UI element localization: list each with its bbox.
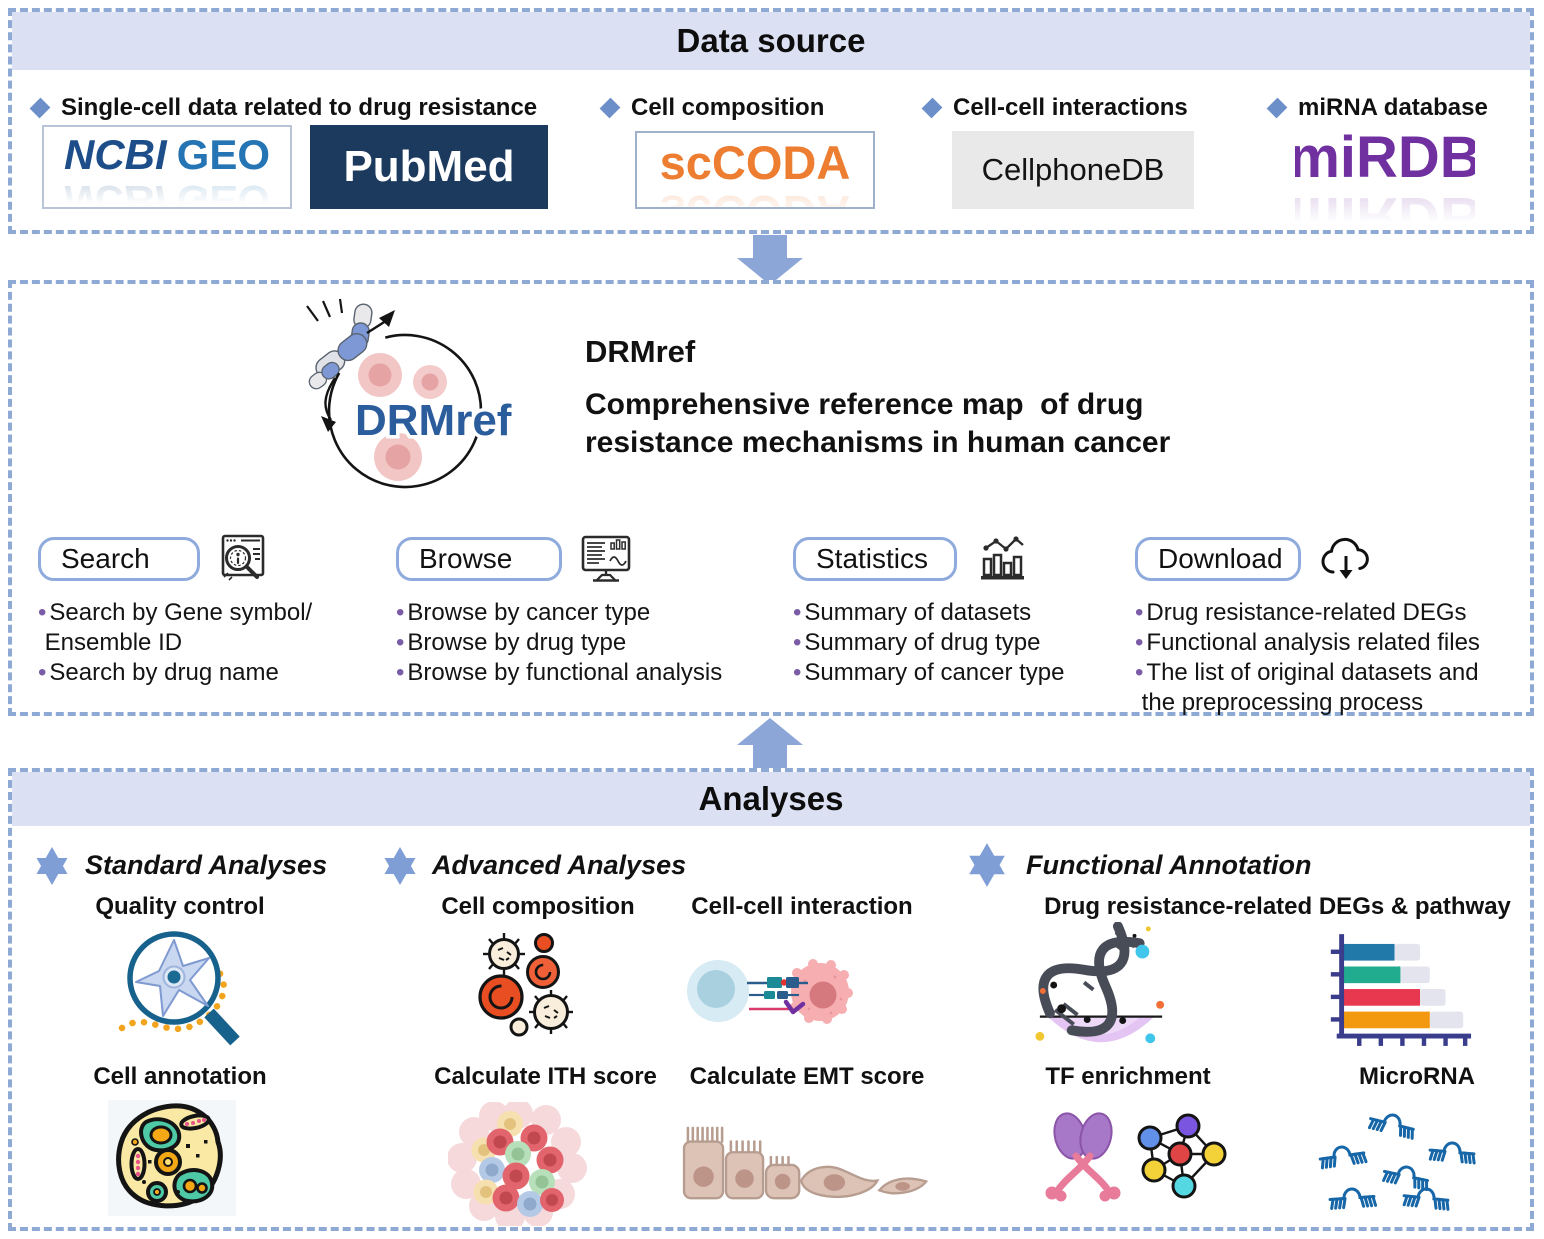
ncbi-geo-reflection: NCBI GEO [63,177,271,209]
standard-analyses-heading: Standard Analyses [85,850,328,880]
analyses-section: Analyses Standard Analyses Advanced Anal… [8,768,1534,1231]
list-item: Browse by cancer type [396,598,722,628]
browse-button[interactable]: Browse [396,537,562,581]
advanced-analyses-heading: Advanced Analyses [432,850,687,880]
list-item: The list of original datasets and the pr… [1135,658,1480,718]
microrna-hairpins-icon [1317,1108,1478,1211]
list-item: Browse by drug type [396,628,722,658]
module-statistics: Statistics Summary of datasets Summary o… [793,532,1065,688]
tumor-cells-icon [358,353,447,481]
database-description: Comprehensive reference map of drug resi… [585,388,1171,459]
cellphonedb-logo: CellphoneDB [952,131,1194,209]
diamond-icon [1266,97,1288,119]
functional-annotation-heading: Functional Annotation [1026,850,1312,880]
list-item: Summary of cancer type [793,658,1064,688]
degs-pathway-label: Drug resistance-related DEGs & pathway [1044,893,1511,920]
cell-composition-icon [478,933,573,1037]
ith-tumor-icon [448,1102,587,1226]
cell-cell-interaction-label: Cell-cell interaction [691,893,913,920]
cell-composition-label: Cell composition [441,893,635,920]
ncbi-geo-wordmark: NCBI GEO [63,131,271,178]
ncbi-geo-logo: NCBI GEO NCBI GEO [42,125,292,209]
list-item: Functional analysis related files [1135,628,1480,658]
module-download: Download Drug resistance-related DEGs Fu… [1135,532,1480,718]
logo-circle [327,333,483,489]
list-item: Drug resistance-related DEGs [1135,598,1480,628]
star-icon [36,847,68,885]
list-item: Search by Gene symbol/ Ensemble ID [38,598,313,658]
sccoda-logo: scCODA scCODA [635,131,875,209]
mirdb-logo: miRDB miRDB [1295,129,1475,229]
data-source-header: Data source [12,12,1530,70]
data-source-section: Data source Single-cell data related to … [8,8,1534,234]
pill-capsule-icon [308,303,373,390]
list-item: Browse by functional analysis [396,658,722,688]
ith-score-label: Calculate ITH score [434,1063,657,1090]
microrna-label: MicroRNA [1358,1063,1475,1090]
list-item: Summary of datasets [793,598,1065,628]
pubmed-logo: PubMed [310,125,548,209]
group-label-mirna-database: miRNA database [1266,94,1488,122]
tf-enrichment-icon [1045,1112,1227,1202]
emt-score-label: Calculate EMT score [689,1063,925,1090]
cell-annotation-label: Cell annotation [93,1063,267,1090]
diamond-icon [29,97,51,119]
arrowhead-ne [379,310,395,327]
group-label-cell-cell-interactions: Cell-cell interactions [921,94,1188,122]
spark-lines-icon [306,298,344,322]
down-arrow-icon [737,235,803,285]
group-label-single-cell: Single-cell data related to drug resista… [29,94,537,122]
database-name: DRMref [585,334,696,369]
module-search: Search S [38,532,312,688]
search-window-icon [221,534,265,581]
list-item: Search by drug name [38,658,312,688]
analyses-header: Analyses [12,772,1530,826]
diamond-icon [921,97,943,119]
logo-wordmark: DRMref [355,396,512,445]
arrowhead-sw [321,416,336,432]
group-label-cell-composition: Cell composition [599,94,824,122]
diamond-icon [599,97,621,119]
cell-cell-interaction-icon [687,959,853,1024]
module-browse: Browse [396,532,722,688]
search-button[interactable]: Search [38,537,200,581]
download-cloud-icon [1321,537,1369,579]
cell-annotation-icon [108,1100,236,1216]
statistics-button[interactable]: Statistics [793,537,957,581]
database-section: DRMref DRMref Comprehensive reference ma… [8,280,1534,716]
tf-enrichment-label: TF enrichment [1045,1063,1211,1090]
dna-helix-icon [1035,922,1165,1044]
up-arrow-icon [737,718,803,768]
star-icon [969,843,1005,887]
data-source-title: Data source [676,22,866,59]
download-button[interactable]: Download [1135,537,1301,581]
browse-monitor-icon [581,535,631,582]
analyses-title: Analyses [698,780,844,817]
emt-transition-icon [682,1126,929,1200]
pathway-bar-chart-icon [1330,934,1472,1046]
list-item: Summary of drug type [793,628,1065,658]
quality-control-label: Quality control [95,893,265,920]
star-icon [384,847,416,885]
quality-control-magnifier-icon [118,931,240,1046]
statistics-chart-icon [981,536,1024,580]
drmref-logo: DRMref [306,298,515,489]
